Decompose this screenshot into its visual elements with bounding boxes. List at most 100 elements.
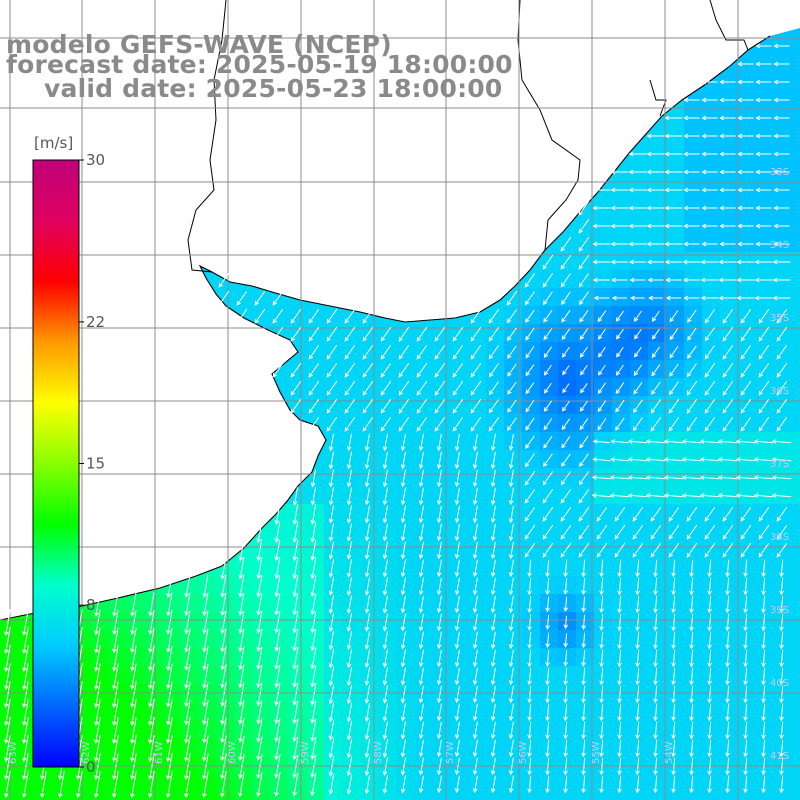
wind-arrow: [725, 595, 730, 614]
wind-arrow: [508, 775, 514, 794]
speed-cell: [126, 702, 145, 721]
wind-arrow: [524, 470, 536, 486]
speed-cell: [738, 648, 757, 667]
speed-cell: [684, 468, 703, 487]
speed-cell: [90, 720, 109, 739]
wind-arrow: [344, 416, 356, 432]
wind-arrow: [326, 398, 338, 414]
wind-arrow: [758, 542, 770, 558]
longitude-label: 61W: [154, 741, 165, 764]
wind-arrow: [183, 752, 191, 781]
speed-cell: [252, 630, 271, 649]
colorbar-unit: [m/s]: [34, 134, 73, 152]
speed-cell: [792, 288, 800, 307]
speed-cell: [576, 702, 595, 721]
wind-arrow: [507, 399, 517, 413]
speed-cell: [558, 738, 577, 757]
speed-cell: [324, 612, 343, 631]
speed-cell: [378, 666, 397, 685]
speed-cell: [288, 612, 307, 631]
wind-arrow: [617, 703, 622, 722]
speed-cell: [198, 576, 217, 595]
wind-arrow: [382, 595, 388, 614]
wind-arrow: [581, 559, 586, 578]
speed-cell: [612, 630, 631, 649]
wind-arrow: [689, 595, 694, 614]
wind-arrow: [761, 667, 766, 686]
speed-cell: [558, 396, 577, 415]
speed-cell: [144, 594, 163, 613]
wind-arrow: [617, 649, 622, 668]
speed-cell: [738, 558, 757, 577]
speed-cell: [666, 360, 685, 379]
wind-arrow: [627, 475, 648, 480]
wind-arrow: [653, 757, 658, 776]
wind-arrow: [725, 739, 730, 758]
speed-cell: [342, 450, 361, 469]
speed-cell: [198, 630, 217, 649]
speed-cell: [558, 630, 577, 649]
wind-arrow: [184, 628, 191, 653]
wind-arrow: [647, 277, 664, 283]
speed-cell: [126, 612, 145, 631]
wind-arrow: [238, 735, 245, 762]
speed-cell: [450, 738, 469, 757]
wind-arrow: [527, 595, 532, 614]
wind-arrow: [310, 504, 317, 525]
wind-arrow: [707, 757, 712, 776]
speed-cell: [414, 576, 433, 595]
wind-arrow: [418, 703, 424, 722]
speed-cell: [594, 720, 613, 739]
wind-arrow: [779, 577, 784, 596]
wind-arrow: [700, 277, 719, 283]
wind-arrow: [328, 523, 334, 542]
wind-arrow: [274, 629, 281, 652]
wind-arrow: [274, 736, 281, 761]
wind-arrow: [93, 716, 101, 745]
speed-cell: [756, 450, 775, 469]
map-title: modelo GEFS-WAVE (NCEP): [6, 30, 392, 59]
speed-cell: [630, 630, 649, 649]
speed-cell: [756, 612, 775, 631]
speed-cell: [324, 576, 343, 595]
wind-arrow: [663, 457, 684, 462]
speed-cell: [612, 648, 631, 667]
speed-cell: [396, 558, 415, 577]
speed-cell: [18, 720, 37, 739]
speed-cell: [792, 666, 800, 685]
speed-cell: [594, 342, 613, 361]
speed-cell: [108, 702, 127, 721]
speed-cell: [252, 576, 271, 595]
wind-arrow: [617, 775, 622, 794]
speed-cell: [414, 792, 433, 800]
speed-cell: [450, 612, 469, 631]
wind-arrow: [400, 541, 406, 560]
wind-arrow: [416, 344, 428, 360]
speed-cell: [720, 738, 739, 757]
wind-arrow: [545, 577, 550, 596]
wind-arrow: [256, 736, 263, 761]
wind-arrow: [111, 716, 119, 745]
wind-arrow: [272, 308, 284, 324]
wind-arrow: [236, 290, 248, 306]
wind-arrow: [362, 416, 374, 432]
wind-arrow: [310, 719, 317, 742]
wind-arrow: [543, 309, 553, 323]
wind-arrow: [292, 521, 299, 544]
wind-arrow: [508, 757, 514, 776]
wind-arrow: [290, 398, 302, 414]
wind-arrow: [591, 475, 612, 480]
speed-cell: [162, 774, 181, 793]
wind-arrow: [112, 627, 119, 654]
colorbar-tick-label: 15: [86, 455, 105, 473]
speed-cell: [378, 540, 397, 559]
wind-arrow: [382, 649, 388, 668]
wind-arrow: [292, 611, 299, 634]
speed-cell: [108, 666, 127, 685]
wind-arrow: [580, 365, 588, 376]
wind-arrow: [272, 326, 284, 342]
wind-arrow: [776, 344, 788, 360]
wind-arrow: [93, 680, 101, 709]
speed-cell: [144, 648, 163, 667]
speed-cell: [234, 648, 253, 667]
